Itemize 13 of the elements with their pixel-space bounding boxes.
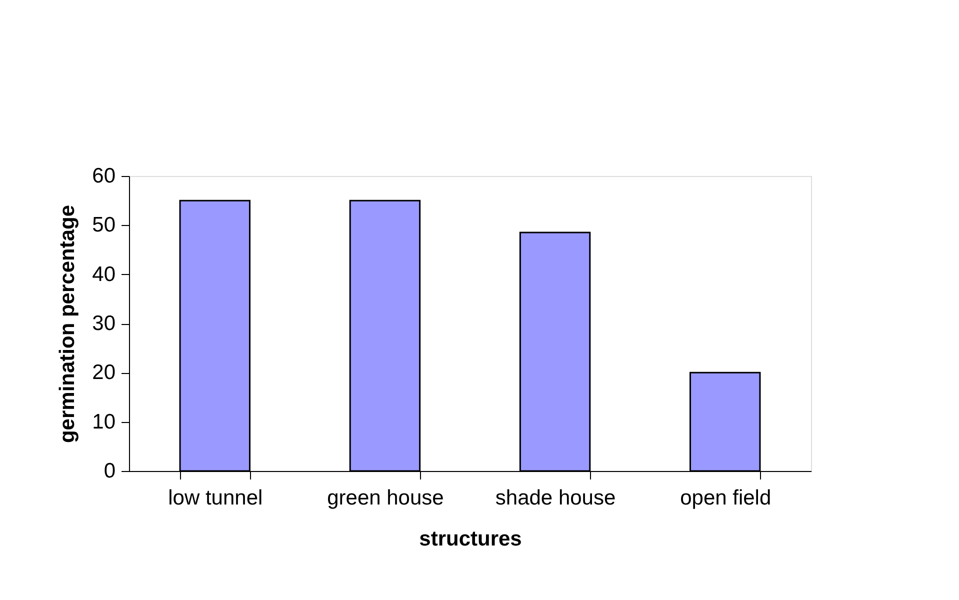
y-tick-label: 10: [92, 410, 116, 434]
y-tick-label: 0: [104, 460, 116, 482]
y-tick-label: 20: [92, 361, 116, 384]
x-axis-title: structures: [419, 528, 522, 550]
y-tick-label: 40: [92, 262, 116, 286]
x-tick-label: shade house: [495, 486, 616, 510]
x-tick-label: open field: [680, 486, 772, 510]
y-tick-label: 30: [92, 312, 116, 335]
y-tick-label: 50: [92, 214, 116, 237]
y-tick-label: 60: [92, 164, 116, 188]
x-tick-label: green house: [327, 486, 444, 510]
x-tick-label: low tunnel: [168, 486, 263, 510]
y-axis-title: germination percentage: [56, 204, 80, 444]
